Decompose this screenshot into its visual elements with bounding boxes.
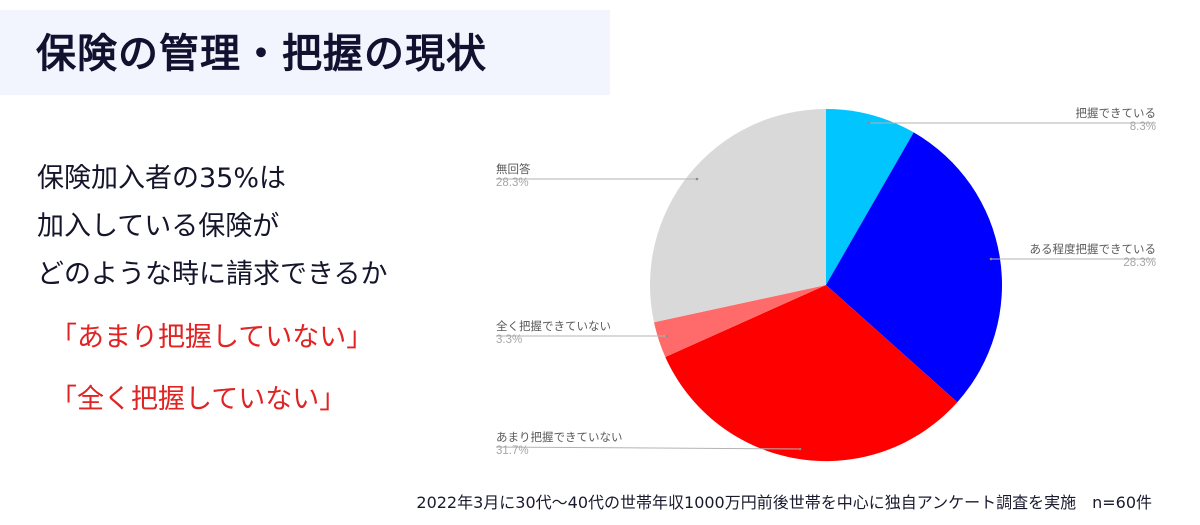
slice-no-answer <box>650 109 826 323</box>
label-not-much-pct: 31.7% <box>496 445 529 457</box>
label-somewhat: ある程度把握できている 28.3% <box>1030 244 1157 270</box>
label-fully: 把握できている 8.3% <box>1076 108 1157 134</box>
slice-fully <box>826 109 914 285</box>
label-fully-name: 把握できている <box>1075 108 1157 120</box>
slice-somewhat <box>826 132 1003 403</box>
lead-line-1: 保険加入者の35%は <box>37 163 287 194</box>
lead-line-2: 加入している保険が <box>37 211 280 242</box>
label-not-at-all: 全く把握できていない 3.3% <box>496 321 611 347</box>
label-somewhat-name: ある程度把握できている <box>1029 244 1157 256</box>
label-not-at-all-name: 全く把握できていない <box>496 321 611 333</box>
lead-line-3: どのような時に請求できるか <box>37 259 388 290</box>
survey-footnote: 2022年3月に30代〜40代の世帯年収1000万円前後世帯を中心に独自アンケー… <box>416 493 1152 512</box>
label-no-answer: 無回答 28.3% <box>496 164 531 190</box>
label-not-much-name: あまり把握できていない <box>496 432 623 444</box>
label-somewhat-pct: 28.3% <box>1123 257 1156 269</box>
slice-not-at-all <box>654 285 826 357</box>
lead-text: 保険加入者の35%は 加入している保険が どのような時に請求できるか <box>37 155 387 299</box>
slice-not-much <box>665 285 958 462</box>
highlight-not-much: 「あまり把握していない」 <box>50 322 374 353</box>
leader-not-much <box>495 446 801 450</box>
label-not-much: あまり把握できていない 31.7% <box>496 432 623 458</box>
label-fully-pct: 8.3% <box>1129 121 1156 133</box>
label-not-at-all-pct: 3.3% <box>496 334 523 346</box>
highlight-not-at-all: 「全く把握していない」 <box>50 384 347 415</box>
page-title: 保険の管理・把握の現状 <box>36 31 487 77</box>
label-no-answer-pct: 28.3% <box>496 177 529 189</box>
label-no-answer-name: 無回答 <box>496 164 531 176</box>
title-banner: 保険の管理・把握の現状 <box>0 10 610 95</box>
